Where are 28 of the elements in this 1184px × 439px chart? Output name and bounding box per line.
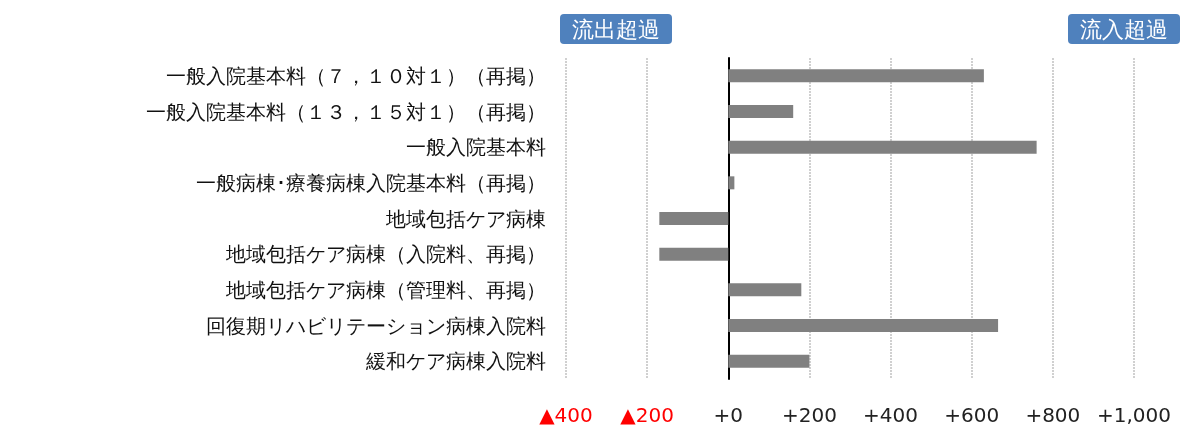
y-tick-label: 一般入院基本料（７，１０対１）（再掲） (166, 63, 546, 88)
text: 流入超過 (1080, 16, 1168, 42)
y-tick-label: 一般入院基本料（１３，１５対１）（再掲） (146, 99, 546, 124)
y-tick-label: 地域包括ケア病棟（管理料、再掲） (225, 277, 546, 302)
bar (728, 105, 794, 118)
bar (728, 283, 802, 297)
x-tick-label: +200 (781, 403, 837, 427)
bar (728, 140, 1037, 154)
y-tick-label: 回復期リハビリテーション病棟入院料 (206, 313, 546, 338)
x-tick-label: +600 (944, 403, 1000, 427)
x-tick-label: +1,000 (1096, 403, 1172, 427)
y-tick-label: 一般入院基本料 (406, 135, 546, 160)
bar (728, 176, 735, 190)
bar (659, 247, 729, 261)
bar (728, 69, 984, 83)
x-tick-label: +800 (1025, 403, 1081, 427)
y-tick-label: 地域包括ケア病棟 (385, 206, 546, 231)
y-tick-label: 緩和ケア病棟入院料 (365, 349, 546, 374)
bar (728, 319, 999, 332)
x-tick-label: +0 (713, 403, 744, 427)
x-tick-label: ▲400 (539, 403, 593, 427)
x-tick-label: ▲200 (620, 403, 674, 427)
y-tick-label: 地域包括ケア病棟（入院料、再掲） (225, 242, 546, 267)
bar (659, 212, 729, 225)
bar (728, 354, 810, 368)
text: 流出超過 (572, 16, 660, 42)
y-tick-label: 一般病棟･療養病棟入院基本料（再掲） (196, 170, 546, 195)
x-tick-label: +400 (863, 403, 919, 427)
